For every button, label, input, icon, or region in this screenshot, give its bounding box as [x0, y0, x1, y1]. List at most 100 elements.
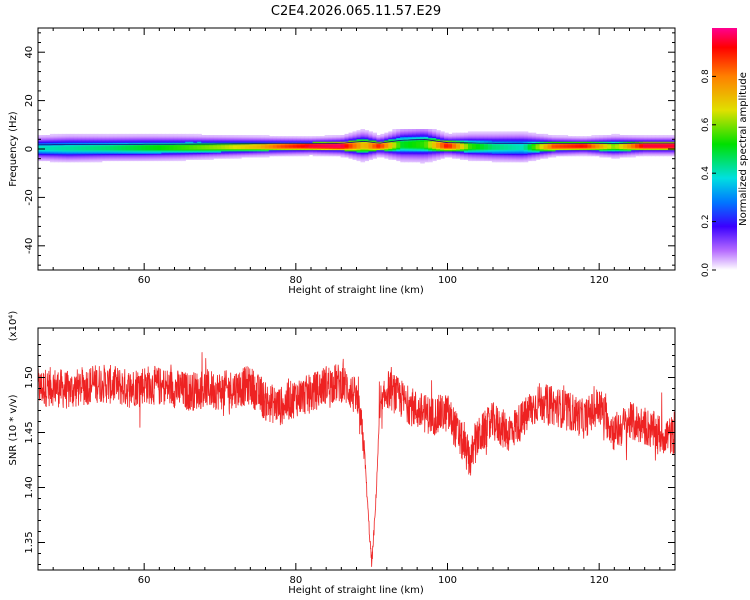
heatmap-cell [332, 136, 338, 139]
heatmap-cell [348, 147, 354, 149]
heatmap-cell [109, 139, 115, 142]
heatmap-cell [113, 135, 119, 137]
heatmap-cell [97, 152, 103, 154]
heatmap-cell [491, 139, 497, 142]
heatmap-cell [527, 137, 533, 140]
heatmap-cell [467, 152, 473, 154]
heatmap-cell [245, 139, 250, 142]
heatmap-cell [348, 136, 354, 139]
heatmap-cell [463, 133, 469, 136]
heatmap-cell [45, 137, 51, 140]
heatmap-cell [428, 160, 433, 163]
heatmap-cell [352, 144, 358, 147]
heatmap-cell [245, 145, 250, 148]
heatmap-cell [523, 137, 529, 140]
heatmap-cell [121, 156, 127, 159]
heatmap-cell [356, 158, 362, 160]
heatmap-cell [424, 144, 429, 147]
heatmap-cell [217, 136, 222, 139]
heatmap-cell [388, 136, 393, 139]
heatmap-cell [316, 139, 322, 142]
heatmap-cell [456, 135, 461, 137]
heatmap-cell [173, 149, 178, 152]
heatmap-cell [177, 159, 182, 162]
heatmap-cell [511, 143, 517, 146]
heatmap-cell [623, 139, 628, 142]
heatmap-cell [392, 131, 397, 134]
heatmap-cell [93, 148, 99, 151]
heatmap-cell [65, 141, 71, 143]
heatmap-cell [169, 159, 174, 162]
heatmap-cell [579, 148, 585, 151]
heatmap-cell [229, 152, 234, 154]
heatmap-cell [619, 152, 624, 154]
heatmap-cell [551, 145, 557, 148]
heatmap-cell [603, 139, 608, 142]
heatmap-cell [161, 141, 166, 143]
heatmap-cell [97, 135, 103, 137]
heatmap-cell [619, 137, 624, 140]
heatmap-cell [460, 153, 465, 156]
heatmap-cell [133, 155, 139, 158]
heatmap-cell [38, 145, 43, 148]
heatmap-cell [671, 153, 675, 156]
snr-x-tick-label: 60 [138, 575, 151, 586]
heatmap-cell [109, 153, 115, 156]
heatmap-cell [559, 153, 565, 156]
heatmap-cell [563, 135, 569, 137]
heatmap-cell [519, 160, 525, 163]
heatmap-cell [456, 139, 461, 142]
heatmap-cell [209, 135, 214, 137]
heatmap-cell [475, 148, 481, 151]
heatmap-cell [320, 154, 326, 157]
heatmap-cell [400, 158, 405, 160]
heatmap-cell [77, 150, 83, 153]
heatmap-cell [627, 149, 632, 152]
heatmap-cell [97, 159, 103, 162]
heatmap-cell [125, 135, 131, 137]
heatmap-cell [53, 150, 59, 153]
heatmap-cell [161, 144, 166, 147]
heatmap-cell [65, 154, 71, 157]
heatmap-cell [615, 156, 620, 159]
heatmap-cell [603, 155, 608, 158]
heatmap-cell [165, 152, 170, 154]
heatmap-cell [157, 141, 163, 143]
heatmap-cell [105, 149, 111, 152]
heatmap-cell [436, 131, 441, 134]
heatmap-cell [563, 136, 569, 139]
heatmap-cell [368, 133, 374, 136]
heatmap-cell [65, 142, 71, 145]
heatmap-cell [38, 137, 43, 140]
heatmap-cell [503, 153, 509, 156]
heatmap-cell [221, 152, 226, 154]
heatmap-cell [420, 131, 425, 134]
heatmap-cell [169, 158, 174, 160]
heatmap-cell [579, 141, 585, 143]
heatmap-cell [217, 156, 222, 159]
heatmap-cell [571, 154, 577, 157]
heatmap-cell [213, 155, 218, 158]
heatmap-cell [229, 137, 234, 140]
heatmap-cell [372, 148, 378, 151]
heatmap-cell [571, 153, 577, 156]
heatmap-cell [515, 135, 521, 137]
heatmap-cell [157, 148, 163, 151]
heatmap-cell [495, 148, 501, 151]
heatmap-cell [304, 147, 310, 149]
heatmap-cell [463, 156, 469, 159]
heatmap-cell [631, 155, 636, 158]
heatmap-cell [627, 154, 632, 157]
heatmap-cell [121, 147, 127, 149]
heatmap-cell [479, 131, 485, 134]
heatmap-cell [237, 150, 242, 153]
heatmap-cell [412, 155, 417, 158]
heatmap-cell [260, 148, 266, 151]
heatmap-cell [507, 149, 513, 152]
heatmap-cell [336, 152, 342, 154]
heatmap-cell [348, 149, 354, 152]
heatmap-cell [408, 130, 413, 133]
heatmap-cell [348, 154, 354, 157]
heatmap-cell [141, 137, 147, 140]
heatmap-cell [209, 136, 214, 139]
